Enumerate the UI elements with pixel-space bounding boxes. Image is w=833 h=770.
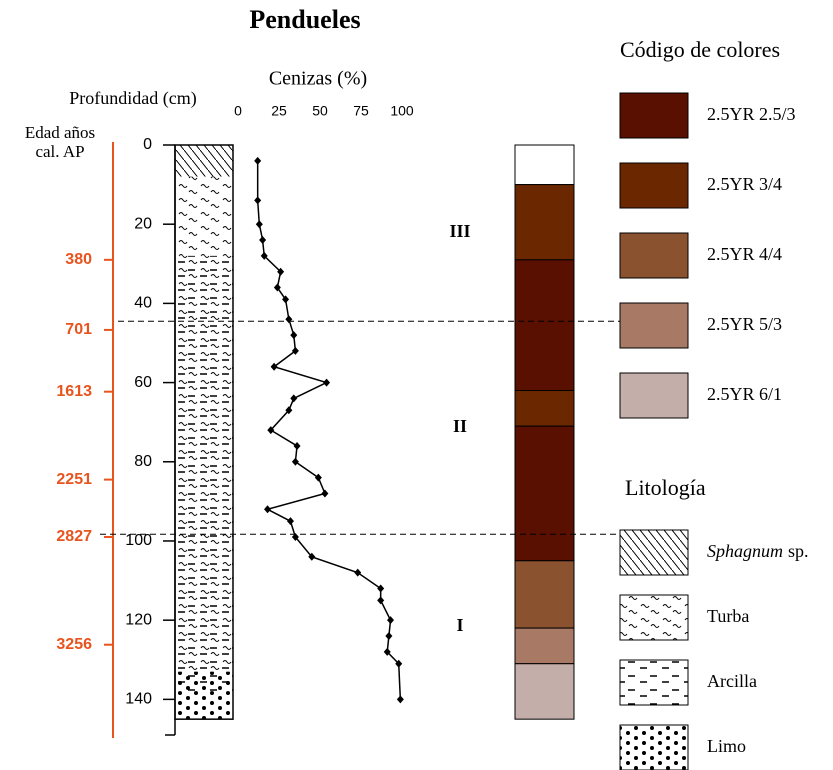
lithology-pattern (175, 255, 233, 672)
ash-point (321, 489, 329, 498)
ash-point (255, 220, 263, 229)
y-tick-label: 0 (143, 136, 152, 153)
legend-label: 2.5YR 4/4 (707, 244, 782, 264)
lithology-pattern (175, 691, 233, 720)
y-tick-label: 80 (134, 453, 152, 470)
ash-point (282, 295, 290, 304)
age-axis-label: cal. AP (35, 142, 84, 161)
ash-point (259, 236, 267, 245)
y-tick-label: 100 (125, 532, 152, 549)
legend-swatch (619, 92, 689, 139)
age-label: 3256 (56, 636, 92, 653)
ash-point (396, 695, 404, 704)
color-segment (514, 390, 575, 427)
legend-label: Limo (707, 736, 746, 756)
lithology-pattern (175, 671, 233, 692)
color-segment (514, 560, 575, 629)
zone-label: III (449, 221, 470, 241)
lithology-pattern (175, 176, 233, 256)
legend-pattern (619, 659, 689, 706)
ash-point (290, 394, 298, 403)
zone-label: I (456, 615, 463, 635)
legend-swatch (619, 372, 689, 419)
legend-label: 2.5YR 6/1 (707, 384, 782, 404)
legend-label-suffix: sp. (788, 541, 809, 561)
lithology-pattern (175, 145, 233, 177)
legend-swatch (619, 232, 689, 279)
legend-pattern (619, 724, 689, 770)
y-tick-label: 40 (134, 295, 152, 312)
ash-point (286, 517, 294, 526)
ash-point (291, 533, 299, 542)
ash-point (290, 331, 298, 340)
ash-axis-label: Cenizas (%) (269, 68, 367, 90)
ash-point (314, 473, 322, 482)
ash-point (377, 596, 385, 605)
legend-label: Arcilla (707, 671, 757, 691)
y-tick-label: 20 (134, 215, 152, 232)
ash-point (277, 267, 285, 276)
age-label: 2827 (56, 528, 92, 545)
ash-point (385, 632, 393, 641)
ash-point (267, 426, 275, 435)
color-segment (514, 144, 575, 186)
age-label: 380 (65, 251, 92, 268)
ash-point (270, 362, 278, 371)
y-tick-label: 60 (134, 374, 152, 391)
legend-title: Código de colores (620, 37, 780, 62)
ash-point (285, 406, 293, 415)
legend-label: 2.5YR 2.5/3 (707, 104, 796, 124)
y-tick-label: 140 (125, 691, 152, 708)
ash-point (395, 659, 403, 668)
ash-point (264, 505, 272, 514)
x-tick-label: 75 (353, 103, 369, 119)
age-label: 701 (65, 321, 92, 338)
legend-label: 2.5YR 3/4 (707, 174, 782, 194)
ash-point (285, 315, 293, 324)
ash-point (291, 346, 299, 355)
color-segment (514, 425, 575, 562)
legend-label: Turba (707, 606, 749, 626)
age-axis-label: Edad años (25, 123, 95, 142)
ash-point (383, 647, 391, 656)
ash-point (387, 616, 395, 625)
ash-point (273, 283, 281, 292)
legend-title: Litología (625, 475, 706, 500)
legend-label: 2.5YR 5/3 (707, 314, 782, 334)
legend-label: Sphagnum (707, 541, 783, 561)
ash-point (254, 156, 262, 165)
ash-point (308, 552, 316, 561)
color-segment (514, 627, 575, 665)
ash-point (254, 196, 262, 205)
color-segment (514, 259, 575, 392)
legend-swatch (619, 162, 689, 209)
ash-point (354, 568, 362, 577)
zone-label: II (453, 416, 467, 436)
age-label: 1613 (56, 383, 92, 400)
x-tick-label: 50 (312, 103, 328, 119)
x-tick-label: 25 (271, 103, 287, 119)
ash-point (377, 584, 385, 593)
y-tick-label: 120 (125, 611, 152, 628)
color-segment (514, 184, 575, 261)
x-tick-label: 0 (234, 103, 242, 119)
x-tick-label: 100 (390, 103, 414, 119)
depth-axis-label: Profundidad (cm) (69, 88, 196, 109)
chart-title: Pendueles (249, 5, 360, 34)
ash-point (291, 457, 299, 466)
legend-swatch (619, 302, 689, 349)
legend-pattern (619, 594, 689, 641)
ash-line (256, 160, 402, 700)
age-label: 2251 (56, 471, 92, 488)
ash-point (323, 378, 331, 387)
ash-point (293, 441, 301, 450)
ash-point (260, 251, 268, 260)
legend-pattern (619, 529, 689, 576)
color-segment (514, 663, 575, 720)
